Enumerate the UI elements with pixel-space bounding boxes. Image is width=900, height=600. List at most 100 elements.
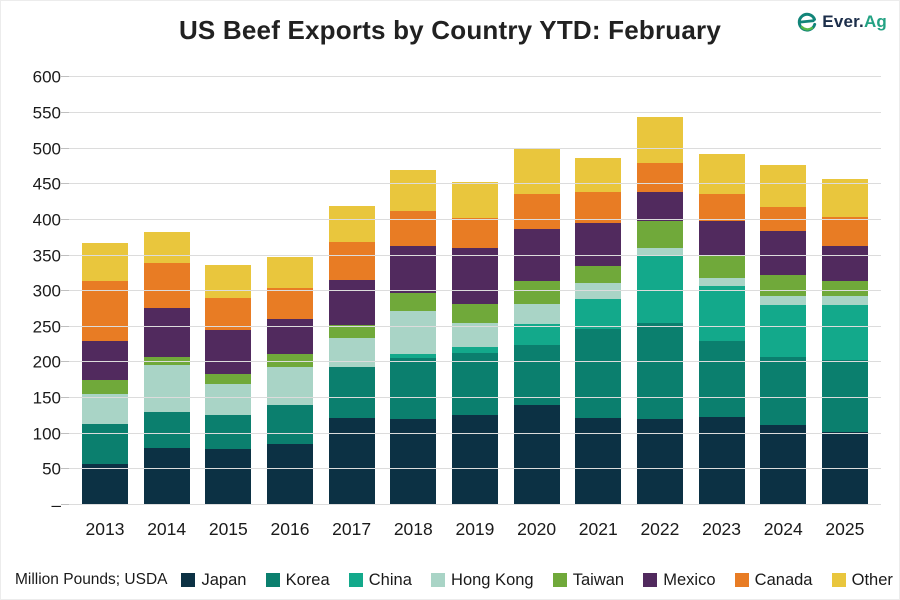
legend-label: Mexico: [663, 570, 716, 589]
legend: Japan Korea China Hong Kong Taiwan Mexico Cana…: [181, 571, 893, 590]
bar-segment-2017-japan: [328, 418, 375, 505]
plot-area: [61, 61, 881, 505]
bar-2015: [205, 61, 252, 505]
y-axis-label-300: 300: [32, 281, 61, 301]
bar-segment-2023-other: [698, 153, 745, 194]
y-tick: [61, 147, 69, 149]
bar-segment-2018-korea: [390, 358, 437, 420]
y-axis: – 50 100 150 200 250 300 350 400 450 500 550 600: [9, 61, 61, 514]
bar-segment-2022-korea: [636, 323, 683, 420]
bar-segment-2015-canada: [205, 298, 252, 331]
bar-segment-2021-china: [575, 299, 622, 329]
bar-segment-2025-korea: [821, 359, 868, 433]
y-tick: [61, 254, 69, 256]
bar-segment-2016-taiwan: [266, 353, 313, 367]
source-label: Million Pounds; USDA: [15, 571, 168, 588]
y-tick: [61, 183, 69, 185]
bar-segment-2023-china: [698, 285, 745, 342]
bar-segment-2021-other: [575, 157, 622, 193]
bar-segment-2019-other: [451, 182, 498, 218]
legend-label: Taiwan: [572, 570, 625, 589]
bar-segment-2022-taiwan: [636, 220, 683, 248]
x-axis-label-2020: 2020: [517, 519, 557, 539]
bar-segment-2021-taiwan: [575, 266, 622, 284]
bar-segment-2013-japan: [82, 463, 128, 505]
x-axis-label-2014: 2014: [147, 519, 187, 539]
bar-segment-2017-mexico: [328, 279, 375, 325]
y-tick: [61, 504, 69, 505]
y-axis-label-150: 150: [32, 388, 61, 408]
x-axis-label-2022: 2022: [640, 519, 680, 539]
legend-label: Hong Kong: [451, 570, 534, 589]
bar-segment-2016-other: [266, 257, 313, 289]
bar-segment-2017-canada: [328, 242, 375, 280]
gridline-250: [61, 325, 881, 327]
bar-segment-2014-korea: [143, 411, 190, 448]
legend-label: Japan: [201, 570, 247, 589]
bar-segment-2015-japan: [205, 448, 252, 505]
y-tick: [61, 432, 69, 434]
bar-segment-2016-mexico: [266, 319, 313, 354]
bar-segment-2024-china: [760, 304, 807, 357]
bar-2014: [143, 61, 190, 505]
legend-swatch-icon: [734, 573, 749, 587]
y-axis-label-500: 500: [32, 139, 61, 159]
gridline-350: [61, 254, 881, 256]
bar-segment-2016-canada: [266, 288, 313, 320]
gridline-300: [61, 290, 881, 292]
bar-segment-2022-canada: [636, 162, 683, 193]
gridline-200: [61, 361, 881, 363]
bar-2021: [575, 61, 622, 505]
bar-segment-2023-korea: [698, 341, 745, 417]
x-axis-label-2021: 2021: [578, 519, 618, 539]
legend-swatch-icon: [831, 573, 846, 587]
bar-segment-2025-taiwan: [821, 281, 868, 296]
y-axis-label-250: 250: [32, 317, 61, 337]
bar-segment-2018-canada: [390, 210, 437, 247]
bar-segment-2019-japan: [451, 415, 498, 505]
y-tick: [61, 112, 69, 114]
x-axis-label-2023: 2023: [702, 519, 742, 539]
bar-segment-2022-hong-kong: [636, 247, 683, 256]
bar-segment-2022-mexico: [636, 192, 683, 221]
bar-segment-2014-mexico: [143, 307, 190, 357]
bar-segment-2023-japan: [698, 416, 745, 505]
y-axis-label-600: 600: [32, 67, 61, 87]
gridline-500: [61, 147, 881, 149]
bar-segment-2020-japan: [513, 404, 560, 505]
x-axis-label-2019: 2019: [455, 519, 495, 539]
y-axis-label-450: 450: [32, 174, 61, 194]
bar-segment-2020-canada: [513, 194, 560, 229]
gridline-550: [61, 112, 881, 114]
bar-segment-2023-mexico: [698, 220, 745, 257]
x-axis-label-2025: 2025: [825, 519, 865, 539]
bar-segment-2020-china: [513, 324, 560, 345]
bar-segment-2020-taiwan: [513, 281, 560, 305]
bar-segment-2017-korea: [328, 367, 375, 419]
bar-segment-2024-taiwan: [760, 274, 807, 296]
bar-segment-2024-hong-kong: [760, 295, 807, 305]
legend-swatch-icon: [643, 573, 658, 587]
bar-segment-2025-canada: [821, 217, 868, 246]
bar-segment-2018-taiwan: [390, 293, 437, 312]
bar-2018: [390, 61, 437, 505]
y-tick: [61, 361, 69, 363]
bar-segment-2014-hong-kong: [143, 364, 190, 412]
legend-swatch-icon: [431, 573, 446, 587]
bar-2019: [451, 61, 498, 505]
bar-segment-2022-japan: [636, 419, 683, 505]
bar-segment-2014-taiwan: [143, 356, 190, 365]
x-axis-label-2018: 2018: [393, 519, 433, 539]
bar-segment-2016-japan: [266, 443, 313, 505]
bar-segment-2022-other: [636, 116, 683, 163]
bar-segment-2023-hong-kong: [698, 277, 745, 286]
legend-item-korea: Korea: [265, 571, 330, 590]
legend-item-other: Other: [831, 570, 893, 590]
bar-2023: [698, 61, 745, 505]
x-axis-label-2016: 2016: [270, 519, 310, 539]
bar-segment-2019-canada: [451, 217, 498, 249]
bar-segment-2013-taiwan: [82, 380, 128, 394]
legend-label: Other: [851, 570, 893, 589]
everag-logo: Ever.Ag: [796, 11, 887, 33]
legend-swatch-icon: [181, 573, 196, 587]
